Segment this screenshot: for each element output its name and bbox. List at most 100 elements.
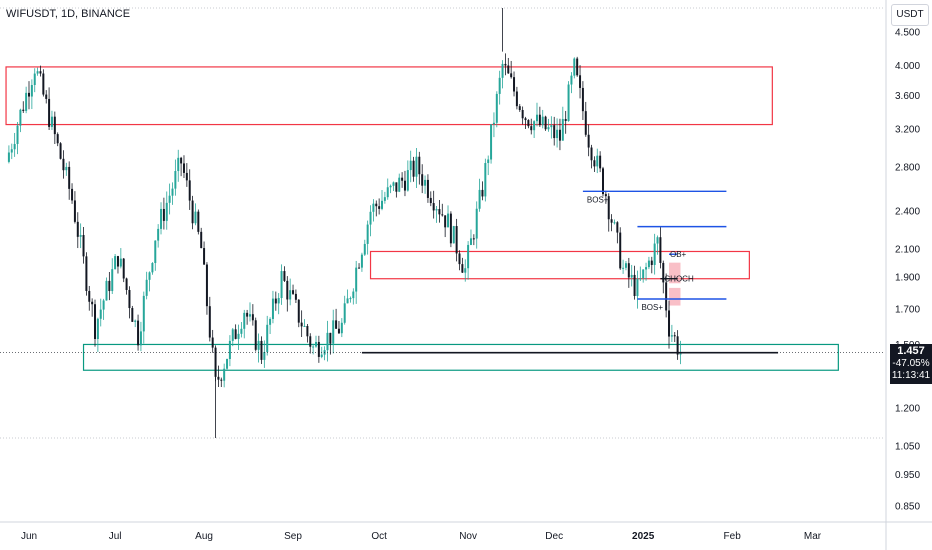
candle-body [309, 336, 312, 347]
y-tick-label: 2.800 [895, 162, 920, 173]
y-tick-label: 1.700 [895, 304, 920, 315]
candle-body [220, 379, 223, 381]
y-tick-label: 0.850 [895, 502, 920, 513]
candle-body [547, 127, 550, 130]
candle-body [94, 304, 97, 340]
candle-body [590, 147, 593, 161]
x-tick-label: Dec [545, 531, 563, 542]
candle-body [162, 208, 165, 221]
candle-body [343, 303, 346, 323]
candle-body [332, 320, 335, 344]
candle-body [490, 124, 493, 160]
candle-body [226, 359, 229, 369]
candle-body [33, 73, 36, 86]
candle-body [111, 269, 114, 292]
x-tick-label: Jun [21, 531, 37, 542]
candle-body [346, 298, 349, 304]
candle-body [28, 92, 30, 97]
candle-body [398, 177, 401, 192]
candle-body [271, 298, 274, 319]
candle-body [99, 309, 102, 319]
candle-body [82, 235, 85, 257]
structure-label: CHOCH [664, 275, 694, 284]
x-tick-label: Feb [724, 531, 742, 542]
candle-body [68, 166, 71, 189]
candle-body [458, 253, 461, 265]
candle-body [369, 211, 372, 225]
candle-body [208, 306, 211, 338]
candle-body [498, 77, 501, 94]
candle-body [492, 122, 495, 125]
candle-body [306, 325, 309, 337]
currency-unit-button[interactable]: USDT [891, 4, 929, 26]
candle-body [507, 65, 510, 74]
candle-body [174, 171, 177, 189]
candle-body [248, 314, 251, 317]
candle-body [412, 160, 415, 177]
candle-body [607, 196, 610, 220]
candle-body [254, 320, 257, 350]
candle-body [134, 320, 137, 322]
candle-body [561, 118, 564, 141]
candle-body [504, 63, 507, 66]
candle-body [564, 118, 567, 121]
candle-body [312, 346, 315, 348]
candle-body [7, 152, 10, 162]
candle-body [455, 226, 458, 254]
candle-body [610, 219, 613, 223]
candle-body [53, 116, 56, 135]
candle-body [231, 329, 234, 341]
candle-body [88, 290, 91, 302]
candle-body [234, 329, 237, 339]
candle-body [50, 116, 53, 127]
candle-body [381, 200, 384, 209]
candle-body [108, 280, 111, 292]
candle-body [472, 238, 475, 240]
candle-body [294, 293, 297, 300]
candle-body [148, 272, 151, 280]
candle-body [25, 92, 28, 111]
candle-body [128, 289, 131, 309]
candle-body [429, 197, 432, 204]
structure-label: BOS+ [587, 195, 609, 204]
candle-body [228, 340, 231, 360]
candle-body [39, 71, 42, 74]
candle-body [188, 180, 191, 201]
candle-body [191, 200, 194, 224]
candle-body [518, 106, 521, 110]
candle-body [622, 267, 625, 269]
candle-body [484, 163, 487, 197]
candle-body [320, 354, 323, 357]
candle-body [125, 278, 128, 290]
candle-body [337, 328, 340, 334]
y-tick-label: 0.950 [895, 470, 920, 481]
candle-body [22, 109, 25, 111]
candle-body [558, 129, 561, 141]
candle-body [645, 267, 648, 270]
candle-body [274, 298, 277, 304]
candle-body [659, 237, 662, 263]
supply-zone [5, 66, 773, 126]
candle-body [358, 267, 361, 269]
candle-body [538, 114, 541, 126]
candle-body [424, 179, 427, 186]
candle-body [524, 118, 527, 121]
candle-body [326, 332, 329, 351]
candle-body [556, 129, 559, 139]
x-tick-label: Jul [109, 531, 122, 542]
candle-body [260, 340, 263, 360]
candle-body [363, 243, 366, 255]
candle-body [461, 264, 464, 273]
candle-body [145, 279, 148, 296]
candle-body [447, 213, 450, 228]
candle-body [340, 322, 343, 334]
candle-body [105, 280, 108, 301]
candle-body [71, 188, 74, 201]
candle-body [383, 197, 386, 201]
candle-body [432, 203, 435, 211]
candle-body [478, 189, 481, 209]
candle-body [395, 182, 398, 192]
candle-body [467, 244, 470, 269]
